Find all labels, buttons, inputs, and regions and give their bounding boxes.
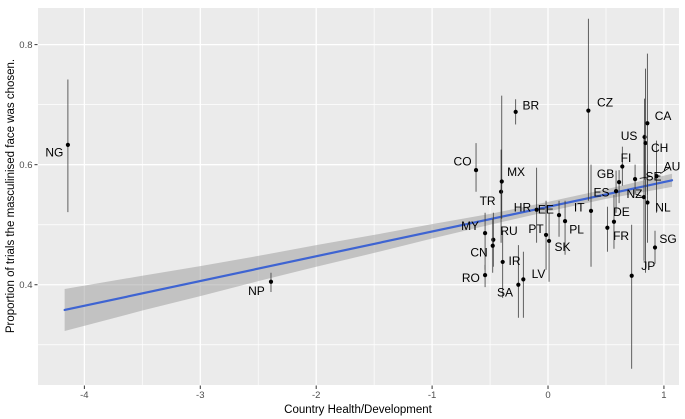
country-label-ir: IR xyxy=(508,254,520,268)
country-label-ro: RO xyxy=(462,271,480,285)
data-point-se xyxy=(632,176,638,182)
data-point-sa xyxy=(516,282,521,287)
x-tick-label: -1 xyxy=(428,390,436,401)
data-point-ca xyxy=(645,121,650,126)
x-tick-label: -4 xyxy=(80,390,88,401)
country-label-de: DE xyxy=(613,205,630,219)
data-point-us xyxy=(642,134,647,140)
data-point-cn xyxy=(490,243,495,248)
data-point-np xyxy=(268,279,274,284)
data-point-nz xyxy=(641,195,647,200)
regression-line xyxy=(63,179,674,312)
country-label-mx: MX xyxy=(507,165,525,179)
data-point-mx xyxy=(499,179,504,184)
country-label-co: CO xyxy=(454,154,472,168)
country-label-it: IT xyxy=(574,201,585,215)
country-label-us: US xyxy=(621,129,638,143)
country-label-tr: TR xyxy=(480,194,496,208)
country-label-cz: CZ xyxy=(597,96,613,110)
leader-line-se xyxy=(639,176,651,179)
country-label-cn: CN xyxy=(470,245,487,259)
data-point-br xyxy=(513,109,518,114)
country-label-fr: FR xyxy=(613,229,629,243)
country-label-ru: RU xyxy=(500,224,517,238)
data-point-gb xyxy=(616,179,622,185)
country-label-sa: SA xyxy=(497,285,513,299)
country-label-np: NP xyxy=(248,284,265,298)
data-point-ng xyxy=(65,142,71,147)
y-tick-label: 0.6 xyxy=(19,160,32,171)
country-label-nl: NL xyxy=(655,201,671,215)
country-label-jp: JP xyxy=(641,259,655,273)
country-label-ee: EE xyxy=(538,202,554,216)
x-tick-label: 0 xyxy=(545,390,550,401)
leader-line-nz xyxy=(635,193,642,197)
country-label-ch: CH xyxy=(651,141,668,155)
country-label-au: AU xyxy=(664,159,681,173)
data-point-tr xyxy=(498,189,504,194)
data-point-jp xyxy=(629,273,634,278)
data-point-fr xyxy=(605,225,610,230)
x-tick-label: 1 xyxy=(661,390,666,401)
country-label-sg: SG xyxy=(659,232,676,246)
y-tick-label: 0.8 xyxy=(19,40,32,51)
data-point-hr xyxy=(534,207,539,212)
data-point-it xyxy=(588,208,594,214)
data-point-sk xyxy=(546,238,552,244)
data-point-fi xyxy=(620,164,625,169)
country-label-se: SE xyxy=(646,169,662,183)
country-label-pt: PT xyxy=(528,222,544,236)
data-point-cz xyxy=(586,108,591,113)
data-point-ir xyxy=(500,259,505,265)
leader-line-au xyxy=(660,167,670,174)
country-label-lv: LV xyxy=(532,267,546,281)
data-point-co xyxy=(473,167,479,173)
x-tick-label: -2 xyxy=(312,390,320,401)
country-label-sk: SK xyxy=(555,240,571,254)
data-point-ru xyxy=(491,237,496,242)
country-label-es: ES xyxy=(594,185,610,199)
data-point-nl xyxy=(645,200,650,205)
data-point-ee xyxy=(556,213,562,218)
data-point-pt xyxy=(543,232,549,238)
data-point-es xyxy=(613,188,619,194)
y-axis-title: Proportion of trials the masculinised fa… xyxy=(5,59,17,333)
y-tick-label: 0.4 xyxy=(19,280,32,291)
data-point-my xyxy=(482,231,488,236)
country-label-pl: PL xyxy=(569,222,584,236)
data-point-au xyxy=(654,173,659,179)
data-point-ro xyxy=(482,273,488,278)
country-label-br: BR xyxy=(522,98,539,112)
data-point-ch xyxy=(643,140,648,146)
country-label-my: MY xyxy=(461,219,479,233)
data-point-lv xyxy=(521,277,526,282)
data-point-de xyxy=(611,219,617,224)
country-label-ng: NG xyxy=(45,146,63,160)
country-label-fi: FI xyxy=(621,151,632,165)
data-point-sg xyxy=(652,245,658,250)
country-label-gb: GB xyxy=(597,167,614,181)
country-label-hr: HR xyxy=(514,200,532,214)
x-axis-title: Country Health/Development xyxy=(284,404,432,416)
country-label-ca: CA xyxy=(655,109,672,123)
plot-panel xyxy=(38,8,679,385)
data-point-pl xyxy=(562,219,568,224)
x-tick-label: -3 xyxy=(196,390,204,401)
country-label-nz: NZ xyxy=(626,187,642,201)
